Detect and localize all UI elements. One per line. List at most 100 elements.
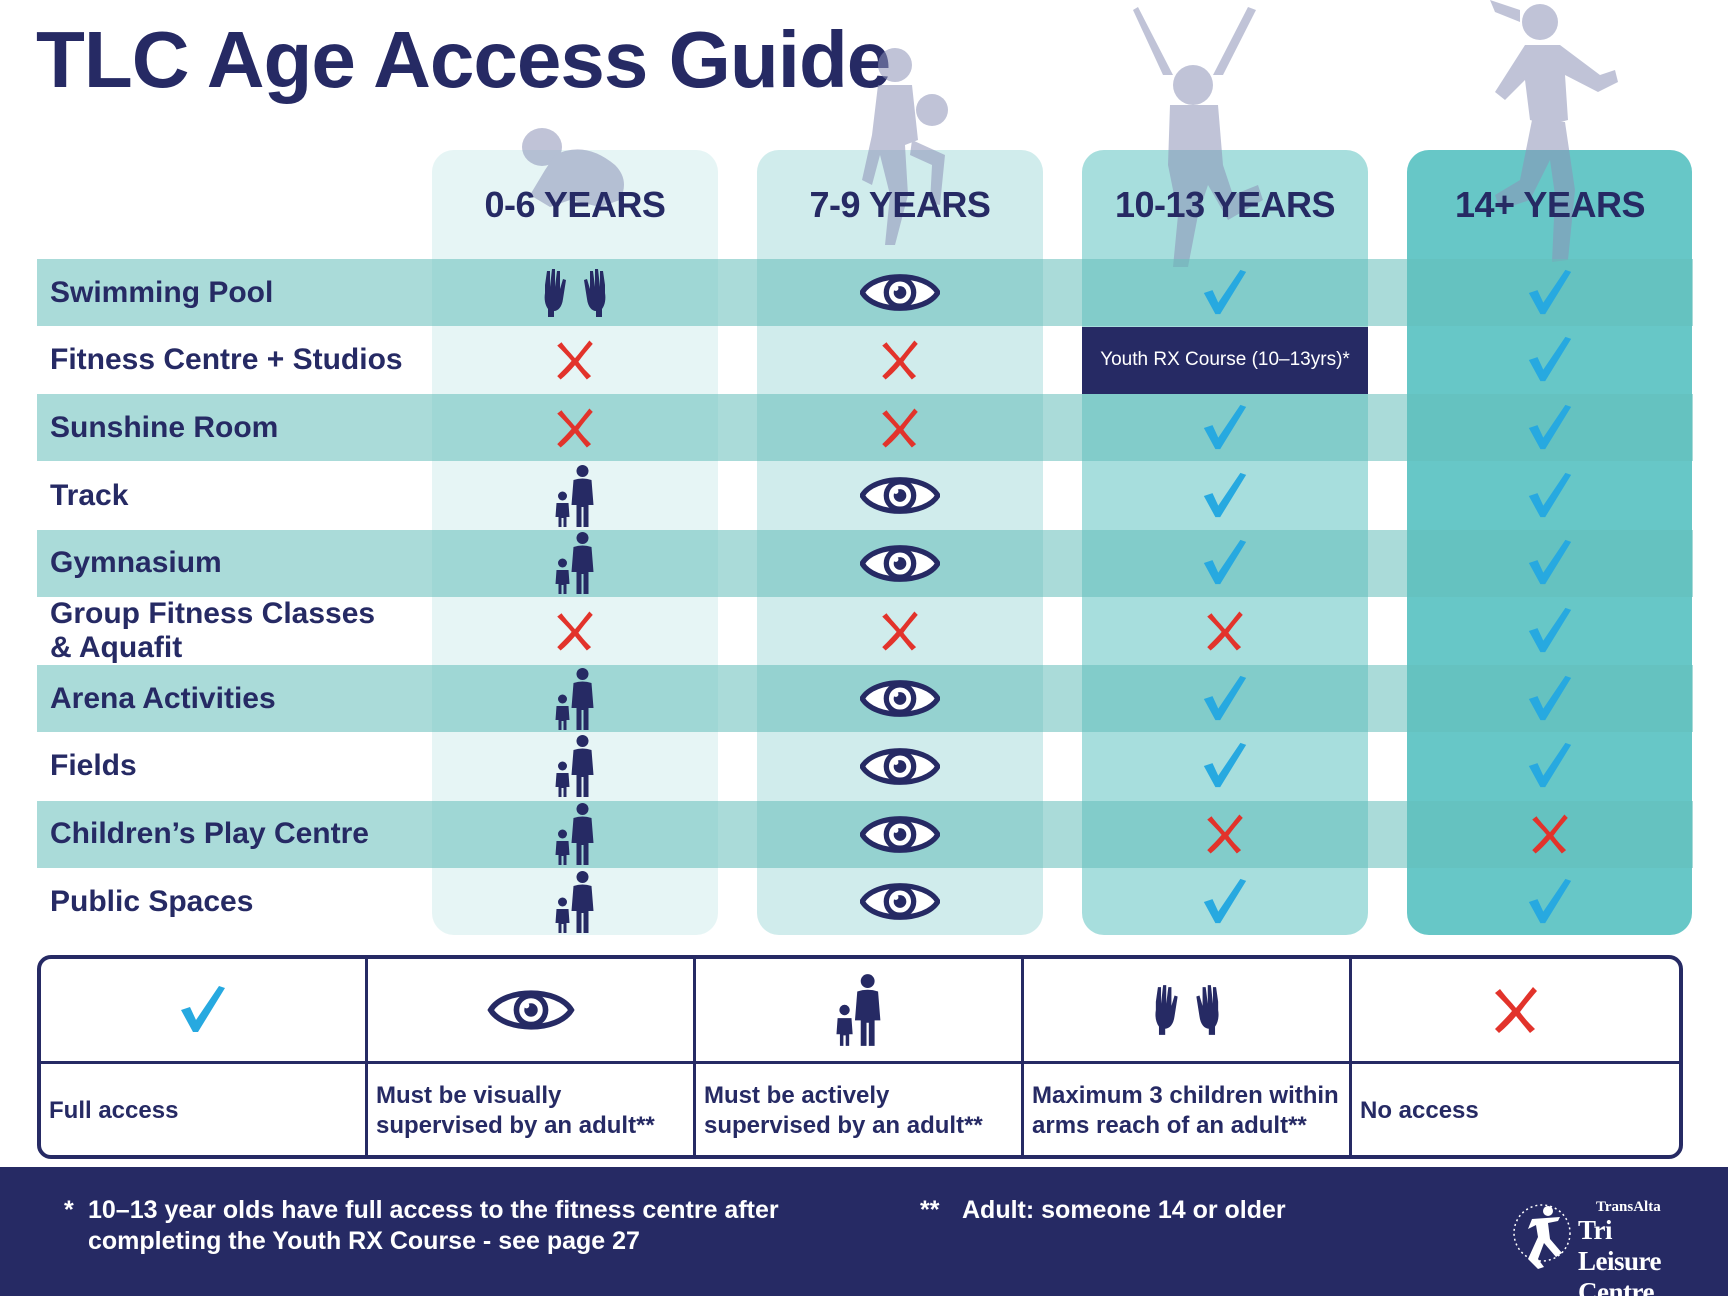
table-cell [432,868,718,935]
row-label: Children’s Play Centre [50,817,369,851]
table-cell [1407,665,1693,732]
footnote-mark: ** [920,1196,940,1224]
table-row: Swimming Pool [37,259,1693,326]
table-cell [757,733,1043,800]
legend-text-visual: Must be visually supervised by an adult*… [376,1082,655,1139]
cross-icon [882,340,918,380]
row-label: Arena Activities [50,681,276,715]
row-label-line: Group Fitness Classes [50,597,376,630]
table-cell [757,598,1043,665]
table-cell [432,733,718,800]
table-cell [1407,462,1693,529]
cross-icon [1494,987,1537,1033]
row-label: Track [50,478,129,512]
table-row: Public Spaces [37,868,1693,935]
table-cell [1082,868,1368,935]
footnote-adult: ** Adult: someone 14 or older [920,1195,1382,1226]
check-icon [1203,743,1247,788]
table-cell [1407,801,1693,868]
youth-rx-note: Youth RX Course (10–13yrs)* [1082,326,1368,394]
table-cell [1407,868,1693,935]
footnote-mark: * [64,1196,74,1224]
table-cell [1082,598,1368,665]
cross-icon [882,611,918,651]
adult-child-icon [555,870,594,933]
table-row: Fitness Centre + Studios Youth RX Course … [37,326,1693,394]
check-icon [181,986,225,1032]
check-icon [1203,269,1247,314]
table-cell [1082,665,1368,732]
legend-text-active: Must be actively supervised by an adult*… [704,1082,983,1139]
check-icon [1528,607,1572,653]
check-icon [1528,404,1572,450]
hands-icon [1154,985,1219,1035]
adult-child-icon [835,974,880,1046]
footnote-youth-rx: * 10–13 year olds have full access to th… [64,1195,848,1257]
column-header-14-plus: 14+ YEARS [1455,184,1645,225]
cross-icon [1207,814,1243,854]
table-cell [1407,598,1693,665]
eye-icon [860,808,940,861]
table-cell [432,598,718,665]
legend-item-arms-reach: Maximum 3 children within arms reach of … [1024,959,1352,1155]
table-cell [432,327,718,394]
cross-icon [1532,814,1568,854]
check-icon [1203,540,1247,585]
table-row: Sunshine Room [37,394,1693,462]
eye-icon [860,266,940,319]
table-row: Arena Activities [37,665,1693,733]
cross-icon [1207,611,1243,651]
check-icon [1528,269,1572,314]
row-label-line: & Aquafit [50,631,183,664]
table-cell [1082,801,1368,868]
eye-icon [860,875,940,928]
row-label: Gymnasium [50,546,222,580]
row-label: Swimming Pool [50,275,274,309]
table-cell [757,530,1043,597]
hands-icon [544,268,606,317]
table-cell [757,259,1043,326]
logo-top-text: TransAlta [1596,1199,1661,1215]
cross-icon [557,408,593,448]
check-icon [1528,337,1572,382]
legend-item-active: Must be actively supervised by an adult*… [696,959,1024,1155]
table-cell [1407,327,1693,394]
check-icon [1528,472,1572,517]
table-cell [432,394,718,461]
legend-text-no-access: No access [1360,1097,1479,1124]
legend-text-full-access: Full access [49,1097,179,1124]
tri-leisure-centre-logo: TransAlta Tri Leisure Centre [1508,1197,1688,1296]
row-label: Fitness Centre + Studios [50,343,403,377]
table-cell [757,462,1043,529]
table-cell [1082,733,1368,800]
check-icon [1203,404,1247,450]
table-cell [1407,530,1693,597]
table-cell [1407,733,1693,800]
footnote-text: 10–13 year olds have full access to the … [88,1196,779,1255]
legend-item-visual: Must be visually supervised by an adult*… [368,959,696,1155]
row-label: Group Fitness Classes & Aquafit [50,597,376,665]
column-header-0-6: 0-6 YEARS [484,184,666,225]
table-cell [757,665,1043,732]
check-icon [1203,675,1247,720]
footnote-text: Adult: someone 14 or older [962,1196,1286,1224]
legend-text-arms-reach: Maximum 3 children within arms reach of … [1032,1082,1339,1139]
table-row: Gymnasium [37,529,1693,597]
table-cell [1407,394,1693,461]
runner-logo-icon [1513,1204,1571,1269]
cross-icon [557,340,593,380]
check-icon [1203,472,1247,517]
eye-icon [860,740,940,793]
table-row: Track [37,462,1693,529]
adult-child-icon [555,667,594,730]
table-cell [757,327,1043,394]
row-label: Fields [50,749,137,783]
table-cell [1082,394,1368,461]
logo-main-text: Tri Leisure Centre [1578,1215,1662,1296]
running-girl-silhouette [1490,0,1618,262]
adult-child-icon [555,803,594,866]
table-cell [757,394,1043,461]
table-cell [432,665,718,732]
jumping-kid-silhouette [1133,7,1263,267]
row-label: Sunshine Room [50,410,279,444]
